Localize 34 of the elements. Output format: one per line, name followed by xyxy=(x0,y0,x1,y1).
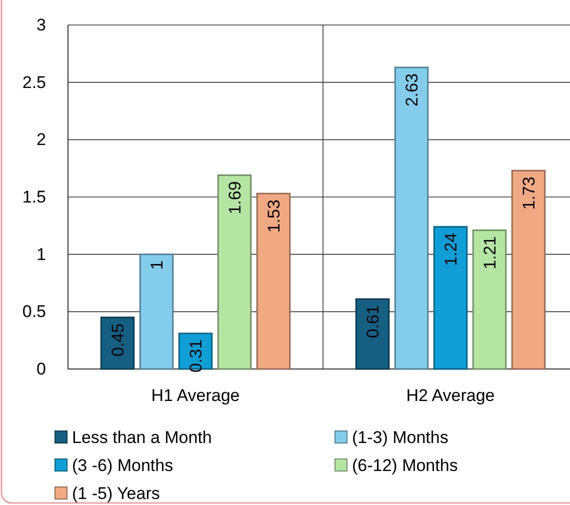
data-label: 1.24 xyxy=(442,232,460,266)
data-label: 0.45 xyxy=(108,323,128,356)
legend-label: (6-12) Months xyxy=(352,456,458,475)
x-tick-label: H2 Average xyxy=(406,386,495,406)
y-tick-label: 2 xyxy=(36,130,46,150)
legend-label: Less than a Month xyxy=(72,428,212,447)
data-label: 1.53 xyxy=(264,200,284,233)
bar xyxy=(511,170,546,370)
bar xyxy=(256,192,291,370)
bar xyxy=(355,298,390,370)
y-tick-label: 1.5 xyxy=(22,187,46,206)
data-label: 0.31 xyxy=(186,339,206,373)
x-tick-label: H1 Average xyxy=(151,386,240,406)
bar xyxy=(433,226,468,370)
bar xyxy=(178,332,213,370)
bar xyxy=(472,230,507,370)
y-tick-label: 0 xyxy=(36,359,46,378)
data-label: 1 xyxy=(148,260,167,270)
data-label: 1.21 xyxy=(480,236,500,270)
y-tick-label: 3 xyxy=(36,15,46,34)
legend-label: (1-3) Months xyxy=(352,428,448,447)
bar xyxy=(100,316,135,370)
bar xyxy=(139,254,174,370)
y-tick-label: 0.5 xyxy=(22,302,46,322)
y-tick-label: 1 xyxy=(36,244,46,264)
data-label: 1.69 xyxy=(225,181,244,214)
bar xyxy=(217,174,252,370)
y-tick-label: 2.5 xyxy=(22,72,46,92)
legend-label: (3 -6) Months xyxy=(72,456,174,475)
data-label: 0.61 xyxy=(364,305,383,338)
bar xyxy=(394,66,429,370)
data-label: 2.63 xyxy=(402,73,422,107)
legend-label: (1 -5) Years xyxy=(72,484,160,503)
data-label: 1.73 xyxy=(519,176,538,210)
